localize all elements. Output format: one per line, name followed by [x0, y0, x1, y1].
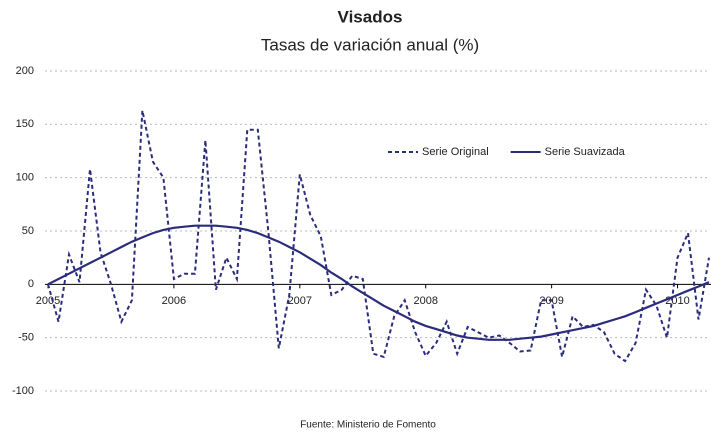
source-note: Fuente: Ministerio de Fomento [300, 420, 436, 431]
y-tick-label: 50 [22, 225, 34, 237]
y-tick-label: 150 [16, 118, 34, 130]
line-series [47, 110, 710, 363]
y-tick-label: -100 [12, 385, 34, 397]
y-tick-label: 200 [16, 65, 34, 77]
legend-label: Serie Suavizada [545, 146, 626, 158]
y-tick-label: 100 [16, 172, 34, 184]
y-tick-label: -50 [18, 332, 34, 344]
x-tick-label: 2008 [413, 295, 437, 307]
x-tick-label: 2007 [288, 295, 312, 307]
x-tick-label: 2010 [665, 295, 689, 307]
line-series [47, 224, 710, 341]
chart-subtitle: Tasas de variación anual (%) [261, 35, 479, 54]
x-tick-label: 2006 [162, 295, 186, 307]
x-tick-label: 2005 [36, 295, 60, 307]
chart-title: Visados [338, 7, 403, 26]
legend-label: Serie Original [422, 146, 489, 158]
y-tick-label: 0 [28, 278, 34, 290]
